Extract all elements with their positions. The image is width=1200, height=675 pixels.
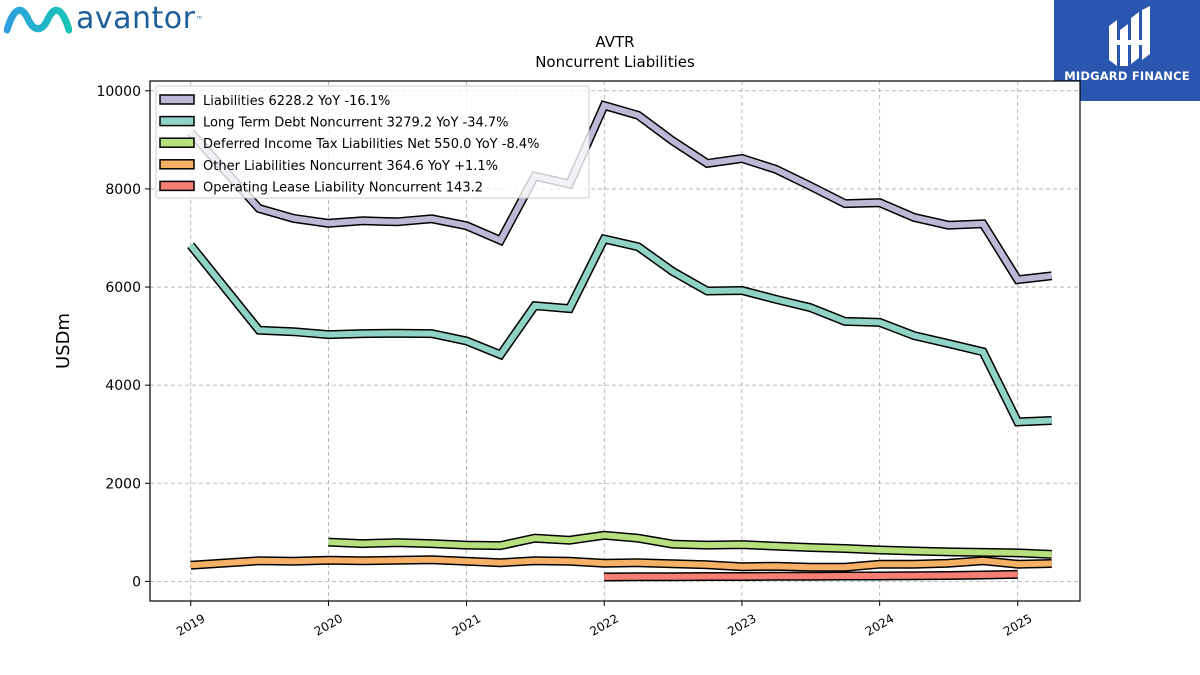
series-line [188, 101, 1053, 283]
series-long-term-debt-noncurrent [187, 233, 1052, 427]
series-line [188, 235, 1052, 425]
series-other-liabilities-noncurrent [190, 555, 1052, 572]
trademark-symbol: ™ [195, 14, 204, 24]
legend: Liabilities 6228.2 YoY -16.1% Long Term D… [155, 85, 590, 199]
y-tick-label: 8000 [105, 182, 141, 198]
midgard-finance-label: MIDGARD FINANCE [1064, 69, 1190, 83]
series-line [190, 556, 1052, 571]
avantor-wordmark: avantor [76, 1, 196, 36]
legend-entry: Operating Lease Liability Noncurrent 143… [203, 180, 483, 195]
y-tick-label: 10000 [96, 84, 141, 100]
x-tick-label: 2021 [450, 611, 483, 638]
legend-swatch [159, 180, 195, 192]
legend-entry: Other Liabilities Noncurrent 364.6 YoY +… [203, 159, 498, 174]
legend-swatch [159, 137, 195, 148]
legend-swatch [159, 159, 195, 170]
y-tick-label: 2000 [105, 476, 141, 492]
legend-swatch [159, 94, 195, 105]
series-layer [187, 100, 1053, 582]
legend-entry: Liabilities 6228.2 YoY -16.1% [203, 94, 390, 109]
series-deferred-income-tax-liabilities-net [328, 530, 1052, 559]
x-tick-label: 2019 [174, 611, 207, 638]
chart-title: AVTR [595, 33, 634, 51]
x-tick-label: 2023 [725, 611, 758, 638]
chart-subtitle: Noncurrent Liabilities [535, 53, 695, 71]
midgard-logo-icon [1109, 6, 1150, 66]
avantor-logo-mark [4, 6, 72, 34]
x-tick-label: 2025 [1001, 611, 1034, 638]
legend-entry: Deferred Income Tax Liabilities Net 550.… [203, 137, 539, 152]
y-tick-label: 4000 [105, 378, 141, 394]
legend-box [155, 85, 590, 199]
y-tick-label: 0 [132, 574, 141, 590]
series-liabilities [187, 100, 1053, 285]
plot-frame [149, 80, 1081, 602]
y-tick-label: 6000 [105, 280, 141, 296]
series-line [604, 571, 1018, 580]
x-tick-label: 2024 [863, 611, 896, 638]
y-axis-label: USDm [53, 313, 74, 369]
legend-entry: Long Term Debt Noncurrent 3279.2 YoY -34… [203, 116, 509, 131]
legend-swatch [159, 115, 195, 127]
series-operating-lease-liability-noncurrent [604, 569, 1018, 582]
avantor-logo: avantor ™ [4, 2, 204, 36]
x-tick-label: 2020 [312, 611, 345, 638]
x-tick-label: 2022 [588, 611, 621, 638]
series-line [328, 532, 1052, 558]
